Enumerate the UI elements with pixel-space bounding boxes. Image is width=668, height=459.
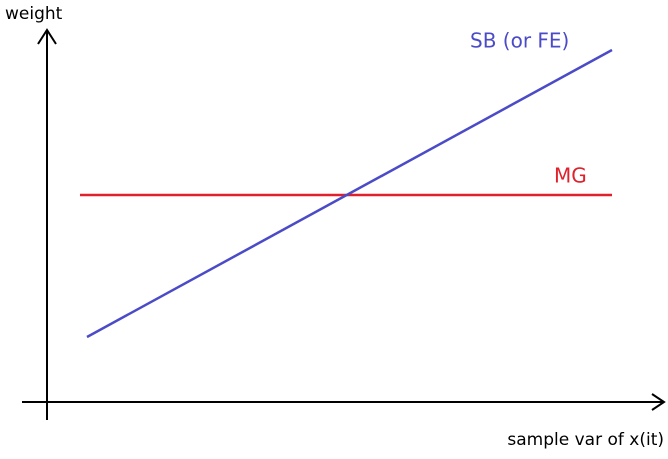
x-axis-label: sample var of x(it) xyxy=(507,430,664,450)
sb-line xyxy=(86,48,613,339)
y-axis-arrow xyxy=(37,28,57,45)
y-axis-label: weight xyxy=(5,4,63,24)
line-label: SB (or FE) xyxy=(470,29,569,53)
x-axis-arrow xyxy=(651,393,666,411)
line-label: MG xyxy=(554,164,587,188)
